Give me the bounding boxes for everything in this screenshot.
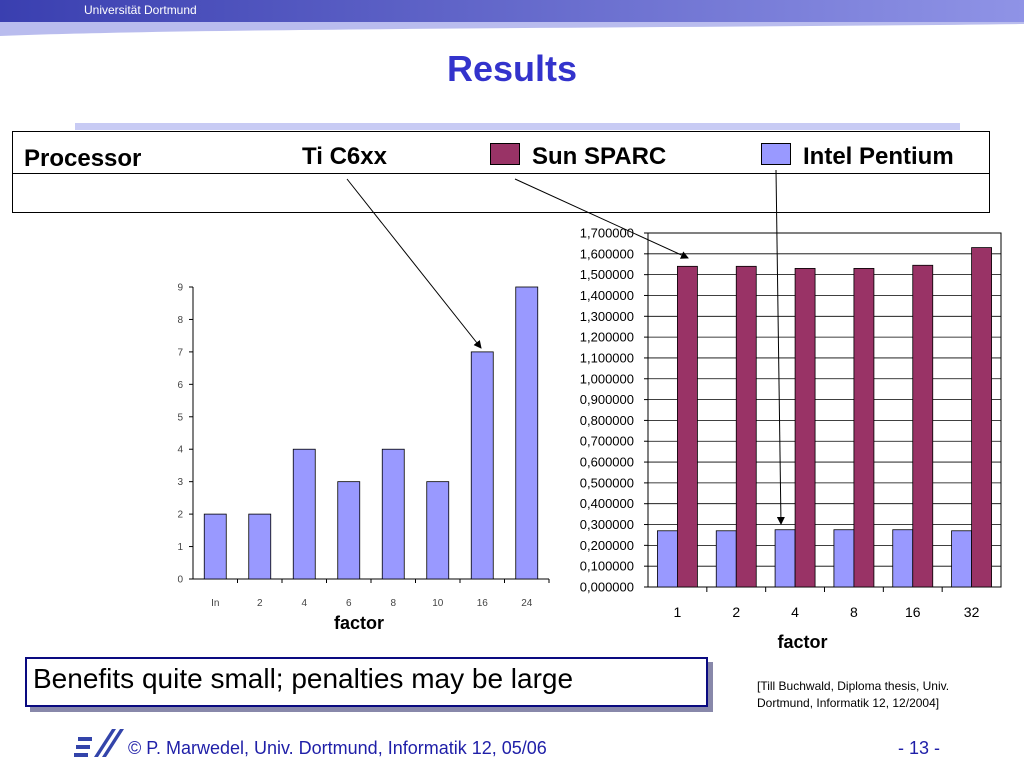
chart2-y-tick-label: 1,300000	[580, 309, 634, 324]
page-number: - 13 -	[898, 738, 941, 758]
chart1-x-tick-label: 16	[477, 598, 489, 609]
chart1-y-tick-label: 4	[177, 445, 183, 456]
chart2-bar	[892, 529, 914, 588]
chart2-bar	[853, 267, 875, 588]
chart2-y-tick-label: 1,400000	[580, 288, 634, 303]
footer-author: © P. Marwedel, Univ. Dortmund, Informati…	[128, 738, 547, 758]
page-title: Results	[446, 48, 578, 89]
ti-arrow	[346, 178, 482, 349]
sun-arrow	[514, 178, 689, 259]
chart1-y-tick-label: 9	[177, 283, 183, 294]
chart1-y-tick-label: 6	[177, 380, 183, 391]
chart2-y-tick-label: 0,400000	[580, 496, 634, 511]
chart1-y-tick-label: 3	[177, 477, 183, 488]
chart1-bar	[203, 513, 227, 580]
chart2-x-tick-label: 4	[791, 604, 799, 620]
chart1-x-tick-label: 24	[521, 598, 533, 609]
intel-arrow	[775, 169, 785, 525]
chart2-y-tick-label: 1,700000	[580, 226, 634, 241]
chart1-bar	[381, 448, 405, 580]
chart2-bar	[912, 264, 934, 588]
chart2-x-tick-label: 32	[964, 604, 980, 620]
chart2-y-tick-label: 0,800000	[580, 413, 634, 428]
chart2-bar	[715, 530, 737, 588]
chart1-x-tick-label: 2	[257, 598, 263, 609]
legend-ti-label: Ti C6xx	[302, 143, 387, 170]
chart2-bar	[677, 265, 698, 588]
chart1-y-tick-label: 5	[177, 412, 183, 423]
chart2-y-tick-label: 0,200000	[580, 538, 634, 553]
chart2-y-tick-label: 1,600000	[580, 246, 634, 261]
header-curve	[0, 22, 1024, 36]
chart1-bar	[292, 448, 316, 580]
chart1-bar	[426, 481, 450, 580]
chart2-y-tick-label: 1,500000	[580, 267, 634, 282]
chart2-y-tick-label: 0,500000	[580, 475, 634, 490]
chart2-y-tick-label: 1,100000	[580, 350, 634, 365]
chart2-y-tick-label: 0,700000	[580, 434, 634, 449]
chart1-bar	[337, 481, 361, 580]
legend-sun-label: Sun SPARC	[532, 143, 667, 170]
chart1-x-tick-label: 4	[301, 598, 307, 609]
legend-intel-swatch	[761, 143, 791, 165]
chart2-y-tick-label: 0,900000	[580, 392, 634, 407]
university-name: Universität Dortmund	[84, 3, 197, 17]
chart1-y-tick-label: 7	[177, 347, 183, 358]
chart1-x-axis-label: factor	[334, 613, 384, 633]
chart2-y-tick-label: 0,300000	[580, 517, 634, 532]
chart2-y-tick-label: 1,200000	[580, 330, 634, 345]
chart2-plot-area	[647, 232, 1002, 588]
title-rule	[75, 123, 960, 130]
header-bar	[0, 0, 1024, 22]
chart2-x-tick-label: 2	[732, 604, 740, 620]
conclusion-box	[25, 657, 708, 707]
processor-label: Processor	[24, 145, 142, 172]
chart1-bar	[515, 286, 539, 580]
logo-icon	[74, 729, 124, 757]
legend-sun-swatch	[490, 143, 520, 165]
chart1-y-tick-label: 8	[177, 315, 183, 326]
citation-line-2: Dortmund, Informatik 12, 12/2004]	[757, 696, 940, 710]
chart2-x-tick-label: 8	[850, 604, 858, 620]
chart2-bar	[735, 265, 757, 588]
conclusion-text: Benefits quite small; penalties may be l…	[33, 663, 574, 694]
chart2-x-tick-label: 1	[674, 604, 682, 620]
chart1-y-tick-label: 2	[177, 510, 183, 521]
chart2-bar	[971, 247, 992, 588]
chart1-x-tick-label: In	[211, 598, 219, 609]
chart1-bar	[470, 351, 494, 580]
chart2-y-tick-label: 0,100000	[580, 559, 634, 574]
chart1-y-tick-label: 1	[177, 542, 183, 553]
sparc-pentium-chart: 0,000000 0,100000 0,200000 0,300000 0,400000…	[580, 226, 1002, 652]
chart1-x-tick-label: 6	[346, 598, 352, 609]
legend-divider	[12, 173, 990, 174]
chart2-bar	[951, 530, 972, 588]
legend-table	[12, 131, 990, 213]
chart1-x-tick-label: 10	[432, 598, 444, 609]
chart2-x-tick-label: 16	[905, 604, 921, 620]
chart1-y-tick-label: 0	[177, 575, 183, 586]
legend-intel-label: Intel Pentium	[803, 143, 954, 170]
citation: [Till Buchwald, Diploma thesis, Univ. Do…	[757, 678, 997, 712]
chart2-y-tick-label: 0,600000	[580, 455, 634, 470]
chart2-bar	[657, 530, 678, 588]
citation-line-1: [Till Buchwald, Diploma thesis, Univ.	[757, 679, 950, 693]
chart2-x-axis-label: factor	[777, 632, 827, 652]
chart1-bar	[248, 513, 272, 580]
chart2-y-tick-label: 0,000000	[580, 580, 634, 595]
chart2-bar	[794, 267, 816, 588]
chart1-x-tick-label: 8	[390, 598, 396, 609]
chart2-bar	[833, 529, 855, 588]
chart2-y-tick-label: 1,000000	[580, 371, 634, 386]
chart2-bar	[774, 529, 796, 588]
